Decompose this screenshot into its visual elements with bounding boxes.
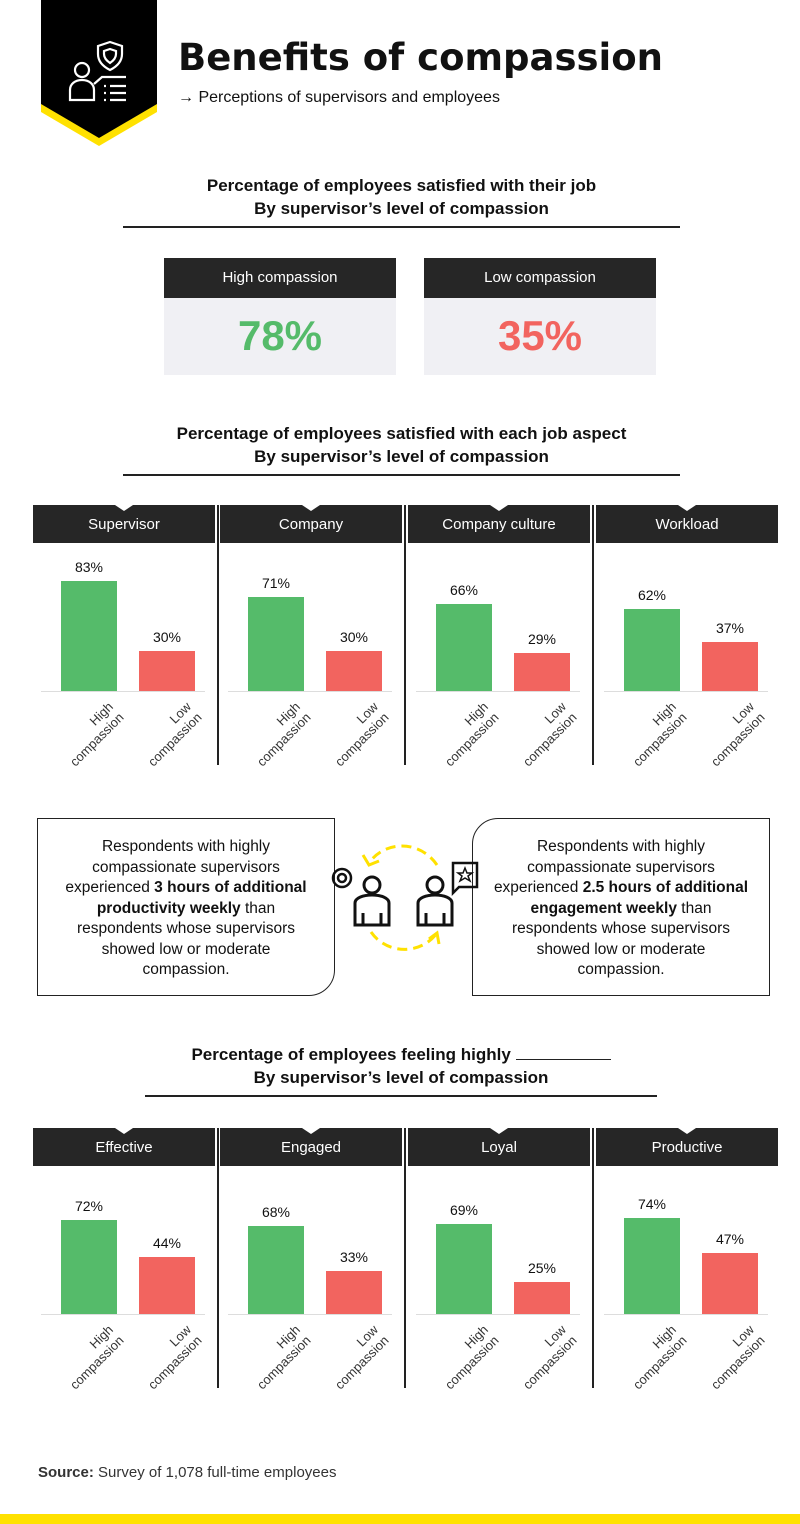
panel-company: Company 71% High compassion 30% Low compassion bbox=[220, 505, 402, 769]
card-high-compassion: High compassion 78% bbox=[164, 258, 396, 375]
panel-engaged: Engaged 68% High compassion 33% Low compassion bbox=[220, 1128, 402, 1392]
panel-divider bbox=[404, 1128, 406, 1388]
x-tick-label: Low compassion bbox=[707, 1322, 768, 1393]
bar-high-compassion bbox=[436, 1224, 492, 1314]
bar-low-compassion bbox=[514, 1281, 570, 1314]
supervisor-shield-list-icon bbox=[68, 40, 126, 102]
x-tick-label: High compassion bbox=[66, 699, 127, 770]
exchange-illustration bbox=[331, 844, 479, 951]
bar-low-compassion bbox=[326, 651, 382, 691]
baseline bbox=[604, 1314, 768, 1315]
x-tick-label: Low compassion bbox=[519, 1322, 580, 1393]
bar-value-label: 33% bbox=[339, 1249, 369, 1266]
bar-low-compassion bbox=[702, 641, 758, 691]
bar-high-compassion bbox=[248, 1225, 304, 1314]
panel-loyal: Loyal 69% High compassion 25% Low compassion bbox=[408, 1128, 590, 1392]
bar-value-label: 29% bbox=[527, 630, 557, 647]
x-tick-label: High compassion bbox=[253, 699, 314, 770]
person-icon bbox=[353, 875, 391, 927]
bar-value-label: 72% bbox=[74, 1198, 104, 1215]
baseline bbox=[41, 1314, 205, 1315]
panel-company-culture: Company culture 66% High compassion 29% Low co… bbox=[408, 505, 590, 769]
bar-value-label: 30% bbox=[339, 629, 369, 646]
page-title: Benefits of compassion bbox=[178, 36, 663, 79]
footer-accent-bar bbox=[0, 1514, 800, 1524]
bar-low-compassion bbox=[702, 1252, 758, 1314]
panel-supervisor: Supervisor 83% High compassion 30% Low compass… bbox=[33, 505, 215, 769]
x-tick-label: Low compassion bbox=[331, 1322, 392, 1393]
x-tick-label: High compassion bbox=[441, 699, 502, 770]
bar-value-label: 83% bbox=[74, 559, 104, 576]
circular-arrows-icon bbox=[361, 844, 441, 951]
bar-low-compassion bbox=[139, 651, 195, 691]
panel-header: Productive bbox=[596, 1128, 778, 1166]
star-speech-bubble-icon bbox=[451, 861, 479, 897]
bar-value-label: 71% bbox=[261, 574, 291, 591]
panel-header: Engaged bbox=[220, 1128, 402, 1166]
panel-header: Workload bbox=[596, 505, 778, 543]
baseline bbox=[228, 691, 392, 692]
x-tick-label: High compassion bbox=[66, 1322, 127, 1393]
x-tick-label: Low compassion bbox=[707, 699, 768, 770]
source-note: Source: Survey of 1,078 full-time employ… bbox=[38, 1464, 337, 1481]
x-tick-label: High compassion bbox=[253, 1322, 314, 1393]
person-icon bbox=[416, 875, 454, 927]
card-low-compassion: Low compassion 35% bbox=[424, 258, 656, 375]
page-subtitle: → Perceptions of supervisors and employe… bbox=[178, 89, 500, 106]
bar-value-label: 25% bbox=[527, 1259, 557, 1276]
panel-divider bbox=[404, 505, 406, 765]
bar-value-label: 62% bbox=[637, 586, 667, 603]
panel-divider bbox=[592, 1128, 594, 1388]
x-tick-label: Low compassion bbox=[144, 699, 205, 770]
x-tick-label: High compassion bbox=[629, 1322, 690, 1393]
panel-divider bbox=[217, 505, 219, 765]
arrow-right-icon: → bbox=[178, 89, 199, 106]
bar-low-compassion bbox=[514, 652, 570, 691]
x-tick-label: Low compassion bbox=[519, 699, 580, 770]
section-title-aspects: Percentage of employees satisfied with e… bbox=[123, 422, 680, 476]
panel-header: Company culture bbox=[408, 505, 590, 543]
x-tick-label: Low compassion bbox=[144, 1322, 205, 1393]
section-title-feelings: Percentage of employees feeling highly B… bbox=[145, 1043, 657, 1097]
bar-value-label: 44% bbox=[152, 1234, 182, 1251]
bar-low-compassion bbox=[139, 1256, 195, 1314]
x-tick-label: Low compassion bbox=[331, 699, 392, 770]
header-badge bbox=[41, 0, 157, 146]
bar-value-label: 69% bbox=[449, 1202, 479, 1219]
bar-high-compassion bbox=[61, 1220, 117, 1314]
panel-divider bbox=[217, 1128, 219, 1388]
panel-header: Company bbox=[220, 505, 402, 543]
blank-underline bbox=[515, 1059, 611, 1060]
baseline bbox=[416, 691, 580, 692]
panel-header: Loyal bbox=[408, 1128, 590, 1166]
panel-effective: Effective 72% High compassion 44% Low compassi… bbox=[33, 1128, 215, 1392]
gear-icon bbox=[331, 867, 353, 889]
callout-productivity: Respondents with highly compassionate su… bbox=[37, 818, 335, 996]
bar-value-label: 74% bbox=[637, 1195, 667, 1212]
panel-header: Effective bbox=[33, 1128, 215, 1166]
bar-value-label: 47% bbox=[715, 1230, 745, 1247]
bar-high-compassion bbox=[61, 581, 117, 691]
panel-divider bbox=[592, 505, 594, 765]
bar-high-compassion bbox=[624, 1217, 680, 1314]
panel-header: Supervisor bbox=[33, 505, 215, 543]
panel-productive: Productive 74% High compassion 47% Low compass… bbox=[596, 1128, 778, 1392]
panel-workload: Workload 62% High compassion 37% Low compassio… bbox=[596, 505, 778, 769]
x-tick-label: High compassion bbox=[629, 699, 690, 770]
bar-value-label: 30% bbox=[152, 629, 182, 646]
baseline bbox=[604, 691, 768, 692]
bar-high-compassion bbox=[436, 603, 492, 691]
baseline bbox=[41, 691, 205, 692]
baseline bbox=[228, 1314, 392, 1315]
callout-engagement: Respondents with highly compassionate su… bbox=[472, 818, 770, 996]
bar-high-compassion bbox=[624, 608, 680, 691]
bar-value-label: 66% bbox=[449, 581, 479, 598]
bar-low-compassion bbox=[326, 1271, 382, 1314]
bar-high-compassion bbox=[248, 596, 304, 691]
bar-value-label: 37% bbox=[715, 619, 745, 636]
section-title-overall: Percentage of employees satisfied with t… bbox=[123, 174, 680, 228]
bar-value-label: 68% bbox=[261, 1203, 291, 1220]
x-tick-label: High compassion bbox=[441, 1322, 502, 1393]
baseline bbox=[416, 1314, 580, 1315]
